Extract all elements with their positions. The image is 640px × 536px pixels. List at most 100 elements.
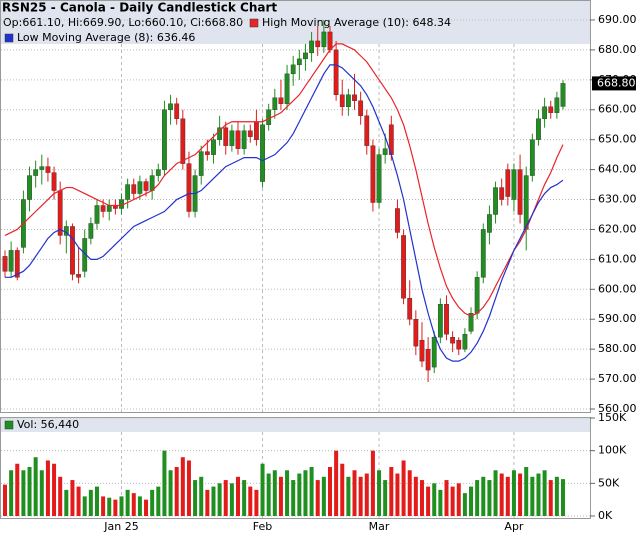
candle-body [51,172,57,191]
moving-average-line [4,43,564,317]
candle-body [303,52,308,60]
candle-body [137,181,143,194]
candle-body [45,166,51,173]
volume-bar [199,476,204,516]
volume-bar [481,476,486,516]
candle-body [33,169,39,176]
candle-body [425,348,431,371]
volume-bar [254,489,259,516]
volume-bar [291,480,296,516]
candle-body [8,250,14,272]
y-tick-label: 640.00 [598,163,637,176]
last-price-label: 668.80 [597,76,636,89]
x-tick-label: Feb [253,520,272,533]
candle-body [370,145,376,203]
candle-body [474,277,480,314]
volume-bar [438,489,443,516]
volume-bar [475,480,480,516]
volume-bar [272,470,277,516]
candle-body [352,94,357,101]
volume-bar [542,470,547,516]
candle-body [296,58,302,66]
y-tick-label: 580.00 [598,342,637,355]
candle-body [278,97,284,104]
volume-bar [211,486,216,516]
volume-bar [101,496,106,516]
candle-body [76,274,81,278]
volume-bar [530,476,535,516]
candle-body [487,214,492,233]
candle-body [499,187,505,200]
volume-bar [266,473,271,516]
candle-body [309,40,314,54]
volume-bar [346,476,351,516]
volume-bar [64,489,69,516]
candle-body [168,103,173,110]
y-tick-label: 680.00 [598,43,637,56]
legend-band [1,1,590,44]
volume-bar [186,460,191,516]
volume-bar [205,489,210,516]
candle-body [523,175,529,230]
y-tick-label: 650.00 [598,133,637,146]
volume-bar [432,483,437,516]
volume-bar [278,476,283,516]
y-tick-label: 0K [598,509,613,522]
candle-body [401,235,406,299]
volume-bar [426,486,431,516]
candle-body [548,106,554,113]
candle-body [155,169,161,176]
candle-body [382,148,388,155]
x-tick-label: Mar [369,520,390,533]
candle-body [542,106,548,119]
volume-bar [9,470,14,516]
candle-body [143,181,149,191]
volume-bar [229,483,234,516]
volume-bar [174,467,179,516]
volume-bar [94,486,99,516]
volume-bar [180,457,185,516]
volume-bar [395,473,400,516]
volume-bar [144,499,149,516]
candle-body [290,64,296,75]
candle-body [468,313,474,332]
candle-body [204,151,210,155]
candle-body [88,223,94,239]
volume-bar [561,479,565,516]
candle-body [517,169,523,215]
ohlc-label: Op:661.10, Hi:669.90, Lo:660.10, Cl:668.… [3,16,243,29]
candle-body [493,187,498,215]
candle-body [407,298,413,320]
volume-bar [107,497,112,516]
legend-label: Low Moving Average (8): 636.46 [17,31,195,44]
volume-bar [499,473,504,516]
volume-bar [303,470,308,516]
volume-bar [236,476,241,516]
candle-body [358,100,364,116]
volume-bar [352,470,357,516]
volume-bar [193,480,198,516]
volume-bar [58,476,63,516]
candle-body [450,336,456,344]
y-tick-label: 610.00 [598,252,637,265]
candle-body [57,190,63,236]
volume-bar [505,476,510,516]
y-tick-label: 50K [598,476,620,489]
candle-body [131,184,137,194]
candle-body [315,40,321,48]
volume-bar [76,486,81,516]
volume-bar [340,463,345,516]
volume-bar [548,480,553,516]
candle-body [254,121,259,140]
volume-bar [88,489,93,516]
candle-body [554,97,560,113]
volume-bar [518,473,523,516]
y-tick-label: 100K [598,444,627,457]
volume-bar [370,450,375,516]
volume-bar [407,470,412,516]
volume-bar [119,496,124,516]
candle-body [260,124,265,182]
candle-body [14,250,20,278]
y-tick-label: 570.00 [598,372,637,385]
